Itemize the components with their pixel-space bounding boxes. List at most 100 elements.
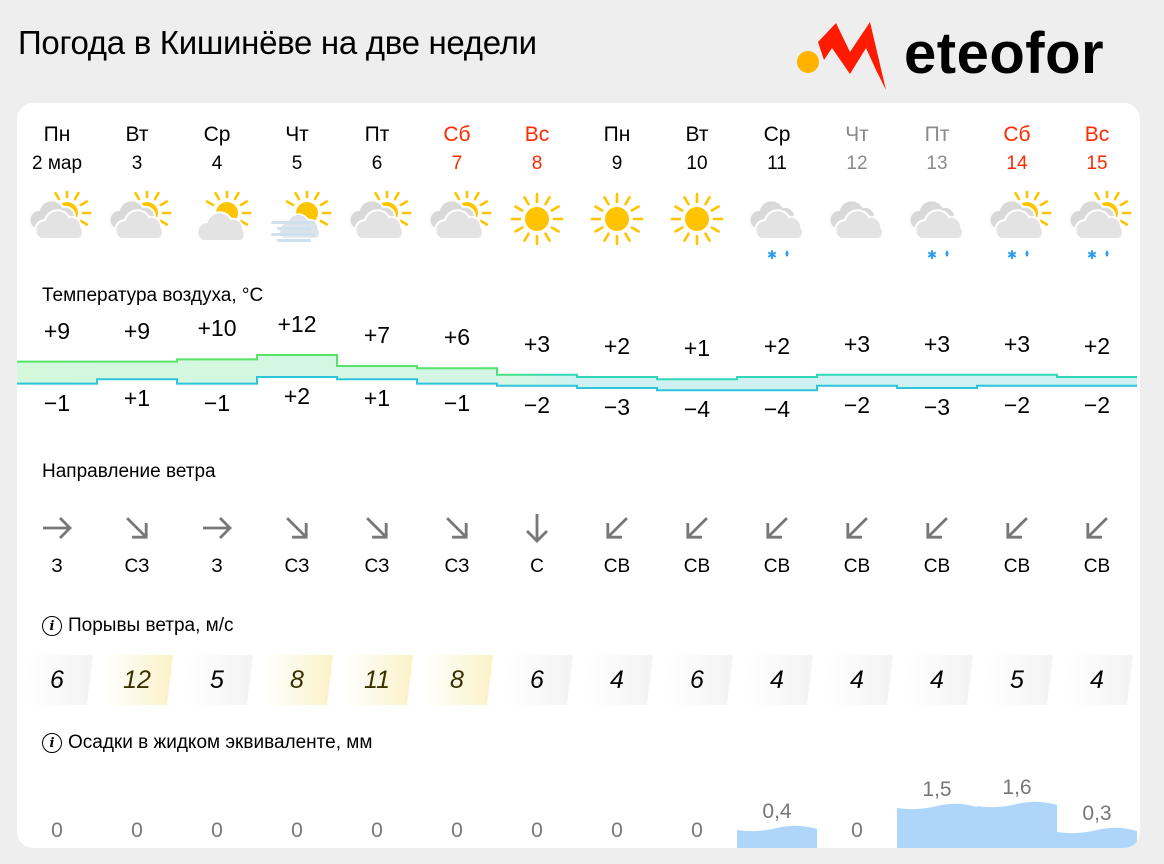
overcast-sleet-icon: ✱ xyxy=(897,191,977,262)
precipitation-label[interactable]: i Осадки в жидком эквиваленте, мм xyxy=(42,732,372,754)
wind-gust-value: 4 xyxy=(770,665,784,694)
partly-cloudy-icon xyxy=(337,191,417,261)
temp-max: +2 xyxy=(1083,333,1111,359)
forecast-card: Пн Вт Ср Чт Пт Сб Вс Пн Вт Ср Чт Пт Сб Вс 2 мар 3 4 5 6 7 8… xyxy=(17,103,1140,848)
info-icon[interactable]: i xyxy=(42,616,62,636)
precipitation-value: 0 xyxy=(211,819,223,842)
day-date: 15 xyxy=(1086,153,1108,174)
day-name: Вс xyxy=(524,123,550,146)
partly-cloudy-icon xyxy=(417,191,497,261)
wind-direction: СЗ xyxy=(124,556,150,577)
partly-cloudy-icon xyxy=(17,191,97,261)
day-date: 6 xyxy=(371,153,383,174)
day-name: Вт xyxy=(125,123,149,146)
wind-gusts-row: 6 12 5 8 11 8 6 4 6 4 4 4 5 4 xyxy=(17,655,1140,705)
wind-direction: С xyxy=(530,556,544,577)
wind-direction-row: З СЗ З СЗ СЗ СЗ С СВ СВ СВ СВ СВ СВ СВ xyxy=(17,556,1140,578)
precipitation-value: 0,4 xyxy=(762,800,792,823)
wind-gust-cell: 11 xyxy=(337,655,417,705)
wind-gust-value: 6 xyxy=(50,665,64,694)
wind-arrow-icon xyxy=(417,508,497,548)
wind-arrow-icon xyxy=(737,508,817,548)
wind-arrow-icon xyxy=(17,508,97,548)
temp-min: −3 xyxy=(603,394,631,420)
wind-gust-cell: 4 xyxy=(817,655,897,705)
wind-gust-value: 8 xyxy=(290,665,304,694)
wind-direction: З xyxy=(51,556,63,577)
date-row: 2 мар 3 4 5 6 7 8 9 10 11 12 13 14 15 xyxy=(17,153,1140,175)
wind-gust-value: 4 xyxy=(850,665,864,694)
wind-direction: СЗ xyxy=(364,556,390,577)
temp-min: −2 xyxy=(1003,391,1031,418)
wind-direction: СВ xyxy=(923,556,951,577)
day-name: Ср xyxy=(203,123,231,146)
temperature-chart: +9 −1 +9 +1 +10 −1 +12 +2 +7 +1 +6 −1 +3 −2 +2 −3 +1 −4 +2… xyxy=(17,311,1140,443)
precipitation-value: 1,5 xyxy=(922,778,952,801)
wind-gust-value: 11 xyxy=(364,665,390,694)
meteofor-logo[interactable]: eteofor xyxy=(792,18,1132,90)
day-name: Чт xyxy=(285,123,309,146)
wind-direction-label-text: Направление ветра xyxy=(42,461,216,482)
temp-min: +2 xyxy=(283,383,311,409)
day-date: 7 xyxy=(451,153,463,174)
wind-gust-cell: 12 xyxy=(97,655,177,705)
temp-max: +9 xyxy=(123,317,151,344)
wind-direction: СВ xyxy=(1003,556,1031,577)
temp-max: +3 xyxy=(843,330,871,357)
wind-arrow-icon xyxy=(817,508,897,548)
day-name: Пн xyxy=(43,123,71,146)
temp-min: −2 xyxy=(1083,391,1111,418)
precipitation-value: 0 xyxy=(371,819,383,842)
temp-min: −1 xyxy=(443,389,471,416)
temp-max: +9 xyxy=(43,317,71,344)
day-name: Пт xyxy=(364,123,390,146)
wind-arrow-icon xyxy=(577,508,657,548)
sun-icon xyxy=(657,191,737,261)
wind-arrow-icon xyxy=(1057,508,1137,548)
precipitation-chart: 0 0 0 0 0 0 0 0 0 0,4 0 1,5 1,6 0,3 xyxy=(17,763,1140,848)
wind-gust-value: 4 xyxy=(1090,665,1104,694)
info-icon[interactable]: i xyxy=(42,733,62,753)
wind-direction: СЗ xyxy=(444,556,470,577)
wind-arrow-icon xyxy=(97,508,177,548)
temp-max: +3 xyxy=(923,330,951,357)
temperature-label: Температура воздуха, °C xyxy=(42,285,263,307)
temp-max: +2 xyxy=(603,333,631,359)
wind-direction: СВ xyxy=(1083,556,1111,577)
wind-gust-value: 8 xyxy=(450,665,464,694)
precipitation-value: 0 xyxy=(611,819,623,842)
wind-gust-cell: 4 xyxy=(737,655,817,705)
day-date: 10 xyxy=(686,153,708,174)
partly-cloudy-sleet-icon: ✱ xyxy=(1057,191,1137,262)
sun-icon xyxy=(497,191,577,261)
wind-arrow-icon xyxy=(497,508,577,548)
wind-gust-value: 6 xyxy=(530,665,544,694)
overcast-sleet-icon: ✱ xyxy=(737,191,817,262)
svg-text:✱: ✱ xyxy=(767,248,777,262)
wind-arrow-icon xyxy=(977,508,1057,548)
temp-max: +10 xyxy=(197,315,237,342)
partly-cloudy-sleet-icon: ✱ xyxy=(977,191,1057,262)
precipitation-value: 0,3 xyxy=(1082,802,1112,825)
wind-arrow-icon xyxy=(257,508,337,548)
wind-arrow-icon xyxy=(337,508,417,548)
wind-gust-cell: 8 xyxy=(257,655,337,705)
wind-gust-value: 12 xyxy=(123,665,151,694)
day-date: 4 xyxy=(211,153,223,174)
temp-max: +12 xyxy=(277,311,317,337)
wind-arrow-icon xyxy=(897,508,977,548)
precipitation-value: 1,6 xyxy=(1002,776,1032,799)
temp-min: −2 xyxy=(843,391,871,418)
temp-max: +2 xyxy=(763,333,791,359)
logo-mark-icon xyxy=(797,22,886,90)
precipitation-value: 0 xyxy=(531,819,543,842)
temp-min: −4 xyxy=(763,396,791,423)
gusts-label[interactable]: i Порывы ветра, м/с xyxy=(42,615,234,637)
temperature-label-text: Температура воздуха, °C xyxy=(42,285,264,306)
temp-max: +7 xyxy=(363,322,391,348)
day-date: 11 xyxy=(767,153,787,174)
svg-text:✱: ✱ xyxy=(1087,248,1097,262)
gusts-label-text: Порывы ветра, м/с xyxy=(68,615,234,636)
temp-max: +3 xyxy=(523,330,551,357)
day-date: 14 xyxy=(1006,153,1028,174)
